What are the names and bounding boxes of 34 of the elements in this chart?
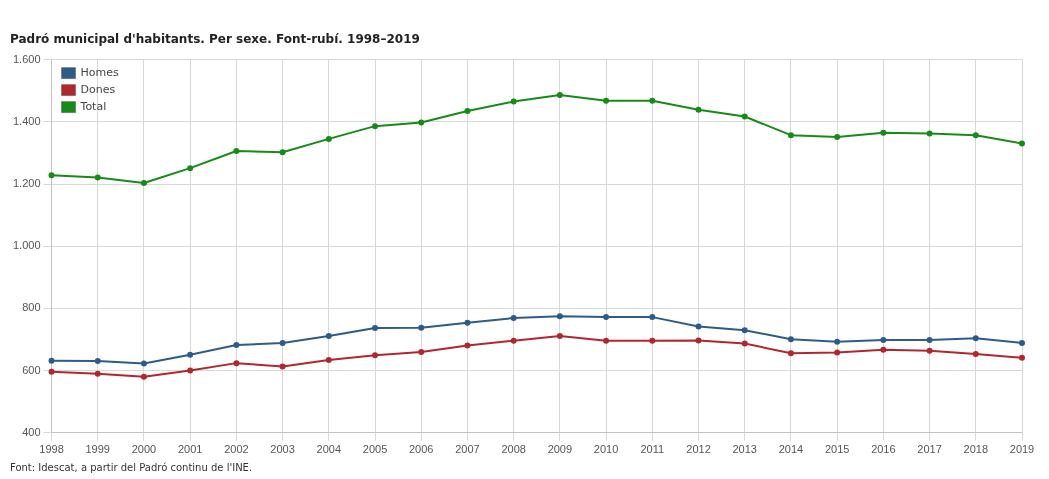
text: Font: Idescat, a partir del Padró continu de l'INE. [10, 462, 253, 473]
x-tick-label: 1999 [85, 443, 110, 456]
x-tick-label: 1998 [39, 443, 64, 456]
legend-label: Total [79, 100, 107, 114]
x-tick-label: 2018 [963, 443, 989, 456]
x-tick-label: 2012 [686, 443, 711, 456]
y-tick-label: 400 [22, 425, 41, 438]
x-tick-label: 2004 [316, 443, 342, 456]
y-tick-label: 600 [22, 363, 41, 376]
chart-title: Padró municipal d'habitants. Per sexe. Font-rubí. 1998–2019 [10, 32, 420, 46]
x-tick-label: 2003 [270, 443, 295, 456]
y-tick-label: 1.200 [13, 177, 41, 190]
y-tick-label: 1.000 [13, 239, 41, 252]
y-tick-label: 800 [22, 301, 41, 314]
x-tick-label: 2019 [1009, 443, 1035, 456]
x-tick-label: 2000 [131, 443, 157, 456]
x-tick-label: 2010 [593, 443, 619, 456]
x-tick-label: 2005 [362, 443, 388, 456]
x-tick-label: 2006 [408, 443, 434, 456]
x-tick-label: 2001 [177, 443, 203, 456]
legend-label: Dones [80, 83, 116, 97]
x-tick-label: 2011 [640, 443, 665, 456]
legend-label: Homes [80, 66, 120, 80]
y-tick-label: 1.600 [13, 52, 41, 65]
x-tick-label: 2016 [871, 443, 896, 456]
x-tick-label: 2002 [224, 443, 249, 456]
x-tick-label: 2015 [824, 443, 850, 456]
x-tick-label: 2013 [732, 443, 757, 456]
x-tick-label: 2008 [501, 443, 526, 456]
y-tick-label: 1.400 [13, 114, 41, 127]
x-tick-label: 2014 [778, 443, 804, 456]
x-tick-label: 2007 [455, 443, 480, 456]
x-tick-label: 2017 [917, 443, 942, 456]
x-tick-label: 2009 [547, 443, 573, 456]
